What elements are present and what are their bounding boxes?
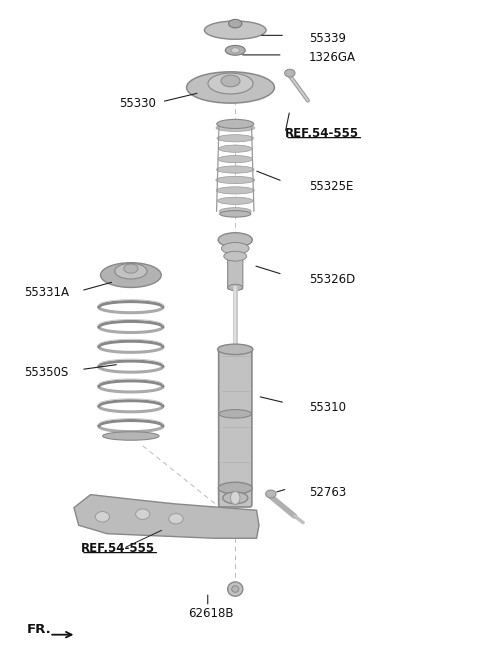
Text: REF.54-555: REF.54-555: [81, 541, 155, 555]
Ellipse shape: [136, 509, 150, 520]
Ellipse shape: [221, 75, 240, 87]
Ellipse shape: [218, 482, 252, 494]
Text: 1326GA: 1326GA: [309, 51, 356, 64]
Polygon shape: [74, 495, 259, 538]
Ellipse shape: [221, 242, 249, 254]
Ellipse shape: [232, 586, 239, 593]
Ellipse shape: [217, 197, 253, 204]
Ellipse shape: [169, 514, 183, 524]
Text: 62618B: 62618B: [188, 606, 233, 620]
Ellipse shape: [219, 145, 252, 152]
FancyBboxPatch shape: [219, 347, 252, 507]
Ellipse shape: [228, 284, 242, 290]
Text: FR.: FR.: [26, 623, 51, 636]
Ellipse shape: [220, 211, 251, 217]
Ellipse shape: [216, 176, 255, 183]
Ellipse shape: [224, 252, 247, 261]
Ellipse shape: [100, 263, 161, 288]
Ellipse shape: [204, 21, 266, 39]
Text: 55331A: 55331A: [24, 286, 69, 299]
FancyBboxPatch shape: [228, 254, 243, 290]
Ellipse shape: [217, 135, 253, 142]
Ellipse shape: [231, 48, 240, 53]
Ellipse shape: [216, 187, 254, 194]
Text: 55350S: 55350S: [24, 367, 68, 379]
Ellipse shape: [265, 490, 276, 498]
Ellipse shape: [217, 120, 254, 129]
Ellipse shape: [96, 512, 109, 522]
Ellipse shape: [219, 409, 252, 418]
Ellipse shape: [218, 233, 252, 247]
Text: 55330: 55330: [119, 97, 156, 110]
Ellipse shape: [103, 432, 159, 440]
Ellipse shape: [285, 69, 295, 77]
Ellipse shape: [115, 263, 147, 279]
Ellipse shape: [223, 492, 248, 504]
Circle shape: [230, 491, 240, 505]
Ellipse shape: [187, 72, 275, 103]
Ellipse shape: [219, 208, 251, 215]
Text: 52763: 52763: [309, 486, 346, 499]
Ellipse shape: [216, 124, 254, 131]
Ellipse shape: [217, 344, 253, 355]
Ellipse shape: [218, 156, 252, 163]
Ellipse shape: [208, 73, 253, 94]
Ellipse shape: [228, 20, 242, 28]
Ellipse shape: [216, 166, 254, 173]
Ellipse shape: [228, 582, 243, 597]
Text: 55325E: 55325E: [309, 180, 353, 193]
Text: REF.54-555: REF.54-555: [285, 127, 359, 139]
Ellipse shape: [225, 45, 245, 55]
Text: 55326D: 55326D: [309, 273, 355, 286]
Text: 55310: 55310: [309, 401, 346, 415]
Ellipse shape: [124, 264, 138, 273]
Text: 55339: 55339: [309, 32, 346, 45]
